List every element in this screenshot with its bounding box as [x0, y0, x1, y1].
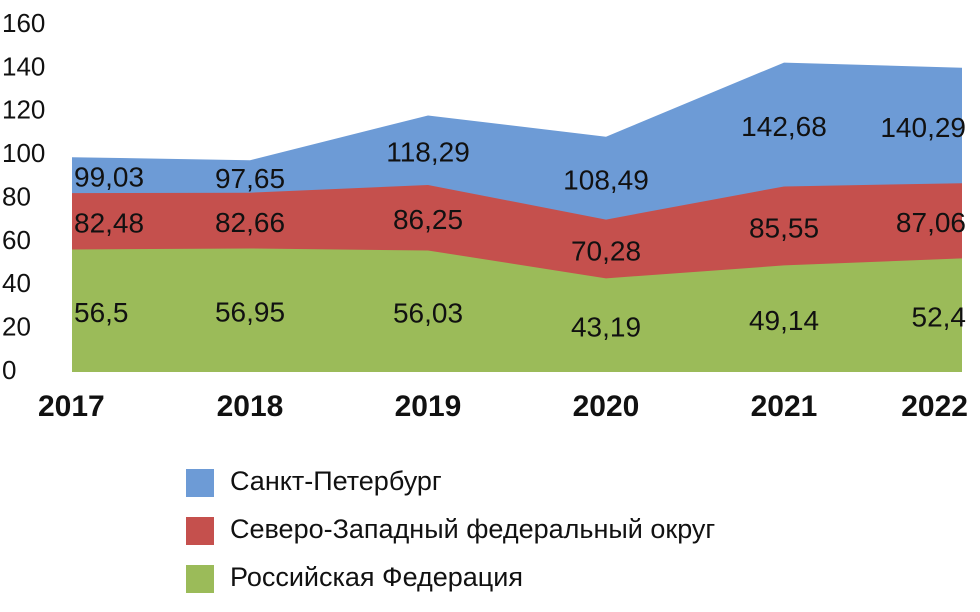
y-tick-label: 140: [2, 51, 45, 81]
value-label: 86,25: [393, 204, 463, 235]
y-tick-label: 80: [2, 181, 31, 211]
legend-swatch: [186, 565, 214, 593]
value-label: 97,65: [215, 163, 285, 194]
y-tick-label: 20: [2, 312, 31, 342]
legend-label: Санкт-Петербург: [230, 466, 442, 496]
value-label: 82,66: [215, 207, 285, 238]
x-tick-label: 2020: [573, 390, 640, 423]
x-tick-label: 2019: [395, 390, 462, 423]
value-label: 118,29: [386, 137, 470, 168]
value-label: 142,68: [741, 111, 827, 142]
value-label: 82,48: [74, 208, 144, 239]
value-label: 99,03: [74, 162, 144, 193]
value-label: 108,49: [563, 165, 649, 196]
value-label: 70,28: [571, 235, 641, 266]
x-tick-label: 2018: [217, 390, 284, 423]
x-tick-label: 2022: [901, 390, 968, 423]
x-tick-label: 2021: [751, 390, 818, 423]
legend-swatch: [186, 469, 214, 497]
value-label: 52,4: [912, 302, 967, 333]
y-tick-label: 100: [2, 138, 45, 168]
area: [72, 248, 962, 372]
value-label: 49,14: [749, 305, 819, 336]
x-tick-label: 2017: [38, 390, 105, 423]
y-tick-label: 120: [2, 95, 45, 125]
value-label: 56,95: [215, 297, 285, 328]
value-label: 87,06: [896, 207, 966, 238]
y-tick-label: 0: [2, 355, 16, 385]
y-tick-label: 160: [2, 8, 45, 38]
y-tick-label: 60: [2, 225, 31, 255]
y-tick-label: 40: [2, 268, 31, 298]
value-label: 140,29: [880, 112, 966, 143]
value-label: 43,19: [571, 312, 641, 343]
legend-label: Северо-Западный федеральный округ: [230, 514, 715, 544]
value-label: 56,5: [74, 297, 129, 328]
legend-swatch: [186, 517, 214, 545]
value-label: 56,03: [393, 298, 463, 329]
legend-label: Российская Федерация: [230, 562, 523, 592]
value-label: 85,55: [749, 212, 819, 243]
